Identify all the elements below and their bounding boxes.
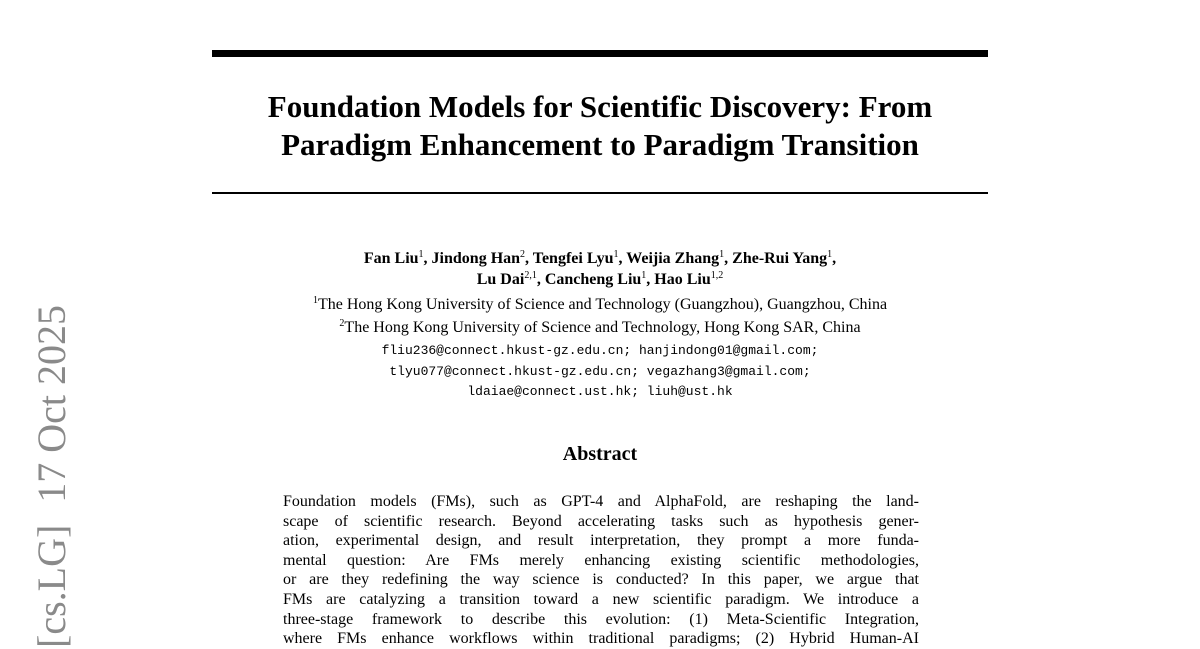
author: Weijia Zhang1 xyxy=(626,249,732,268)
abstract-line: FMs are catalyzing a transition toward a… xyxy=(283,590,919,608)
author-affiliation: 1 xyxy=(641,270,647,281)
author-name: Zhe-Rui Yang xyxy=(732,250,828,267)
author-affiliation: 1 xyxy=(418,249,424,260)
abstract-line: scape of scientific research. Beyond acc… xyxy=(283,512,919,530)
affiliations: 1The Hong Kong University of Science and… xyxy=(150,293,1050,339)
affiliation-mark: 1 xyxy=(312,295,318,306)
title-line: Paradigm Enhancement to Paradigm Transit… xyxy=(281,127,919,162)
author-name: Jindong Han xyxy=(431,250,521,267)
abstract-line: Foundation models (FMs), such as GPT-4 a… xyxy=(283,493,919,510)
title-line: Foundation Models for Scientific Discove… xyxy=(267,89,933,124)
abstract-line: or are they redefining the way science i… xyxy=(283,571,919,589)
affiliation-text: The Hong Kong University of Science and … xyxy=(344,319,861,336)
abstract-line: three-stage framework to describe this e… xyxy=(283,610,919,628)
title-rule xyxy=(212,192,988,194)
email-line: fliu236@connect.hkust-gz.edu.cn; hanjind… xyxy=(381,343,819,358)
author: Tengfei Lyu1 xyxy=(532,249,626,268)
author: Hao Liu1,2 xyxy=(654,270,724,289)
email-line: tlyu077@connect.hkust-gz.edu.cn; vegazha… xyxy=(389,363,811,379)
affiliation-text: The Hong Kong University of Science and … xyxy=(317,296,888,313)
author-affiliation: 1 xyxy=(613,249,619,260)
author: Zhe-Rui Yang1 xyxy=(732,249,836,268)
author: Cancheng Liu1 xyxy=(544,270,654,289)
stamp-date: 17 Oct 2025 xyxy=(29,304,74,503)
author: Jindong Han2 xyxy=(431,249,533,268)
author-name: Cancheng Liu xyxy=(544,271,642,288)
author-name: Lu Dai xyxy=(476,271,525,288)
abstract-heading: Abstract xyxy=(562,443,638,465)
affiliation-mark: 2 xyxy=(339,318,345,329)
author-affiliation: 1,2 xyxy=(710,270,724,281)
author-affiliation: 2 xyxy=(520,249,526,260)
abstract-body: Foundation models (FMs), such as GPT-4 a… xyxy=(283,492,919,649)
author-name: Tengfei Lyu xyxy=(532,250,614,267)
author: Fan Liu1 xyxy=(363,249,432,268)
emails: fliu236@connect.hkust-gz.edu.cn; hanjind… xyxy=(200,341,1000,403)
abstract-line: mental question: Are FMs merely enhancin… xyxy=(283,551,919,569)
arxiv-stamp: [cs.LG] 17 Oct 2025 xyxy=(28,305,75,648)
author-line: Lu Dai2,1Cancheng Liu1Hao Liu1,2 xyxy=(200,269,1000,290)
abstract-line: where FMs enhance workflows within tradi… xyxy=(283,630,919,648)
author-affiliation: 1 xyxy=(719,249,725,260)
affiliation: 1The Hong Kong University of Science and… xyxy=(150,293,1050,316)
abstract-line: ation, experimental design, and result i… xyxy=(283,532,919,550)
title: Foundation Models for Scientific Discove… xyxy=(212,88,988,164)
author-name: Hao Liu xyxy=(654,271,711,288)
affiliation: 2The Hong Kong University of Science and… xyxy=(150,316,1050,339)
author-affiliation: 2,1 xyxy=(524,270,537,281)
author-name: Fan Liu xyxy=(363,250,419,267)
top-rule xyxy=(212,50,988,57)
stamp-category: [cs.LG] xyxy=(29,524,74,648)
author-name: Weijia Zhang xyxy=(626,250,720,267)
author: Lu Dai2,1 xyxy=(476,270,545,289)
author-line: Fan Liu1Jindong Han2Tengfei Lyu1Weijia Z… xyxy=(200,248,1000,269)
author-affiliation: 1 xyxy=(827,249,833,260)
authors: Fan Liu1Jindong Han2Tengfei Lyu1Weijia Z… xyxy=(200,248,1000,290)
email-line: ldaiae@connect.ust.hk; liuh@ust.hk xyxy=(467,384,733,399)
